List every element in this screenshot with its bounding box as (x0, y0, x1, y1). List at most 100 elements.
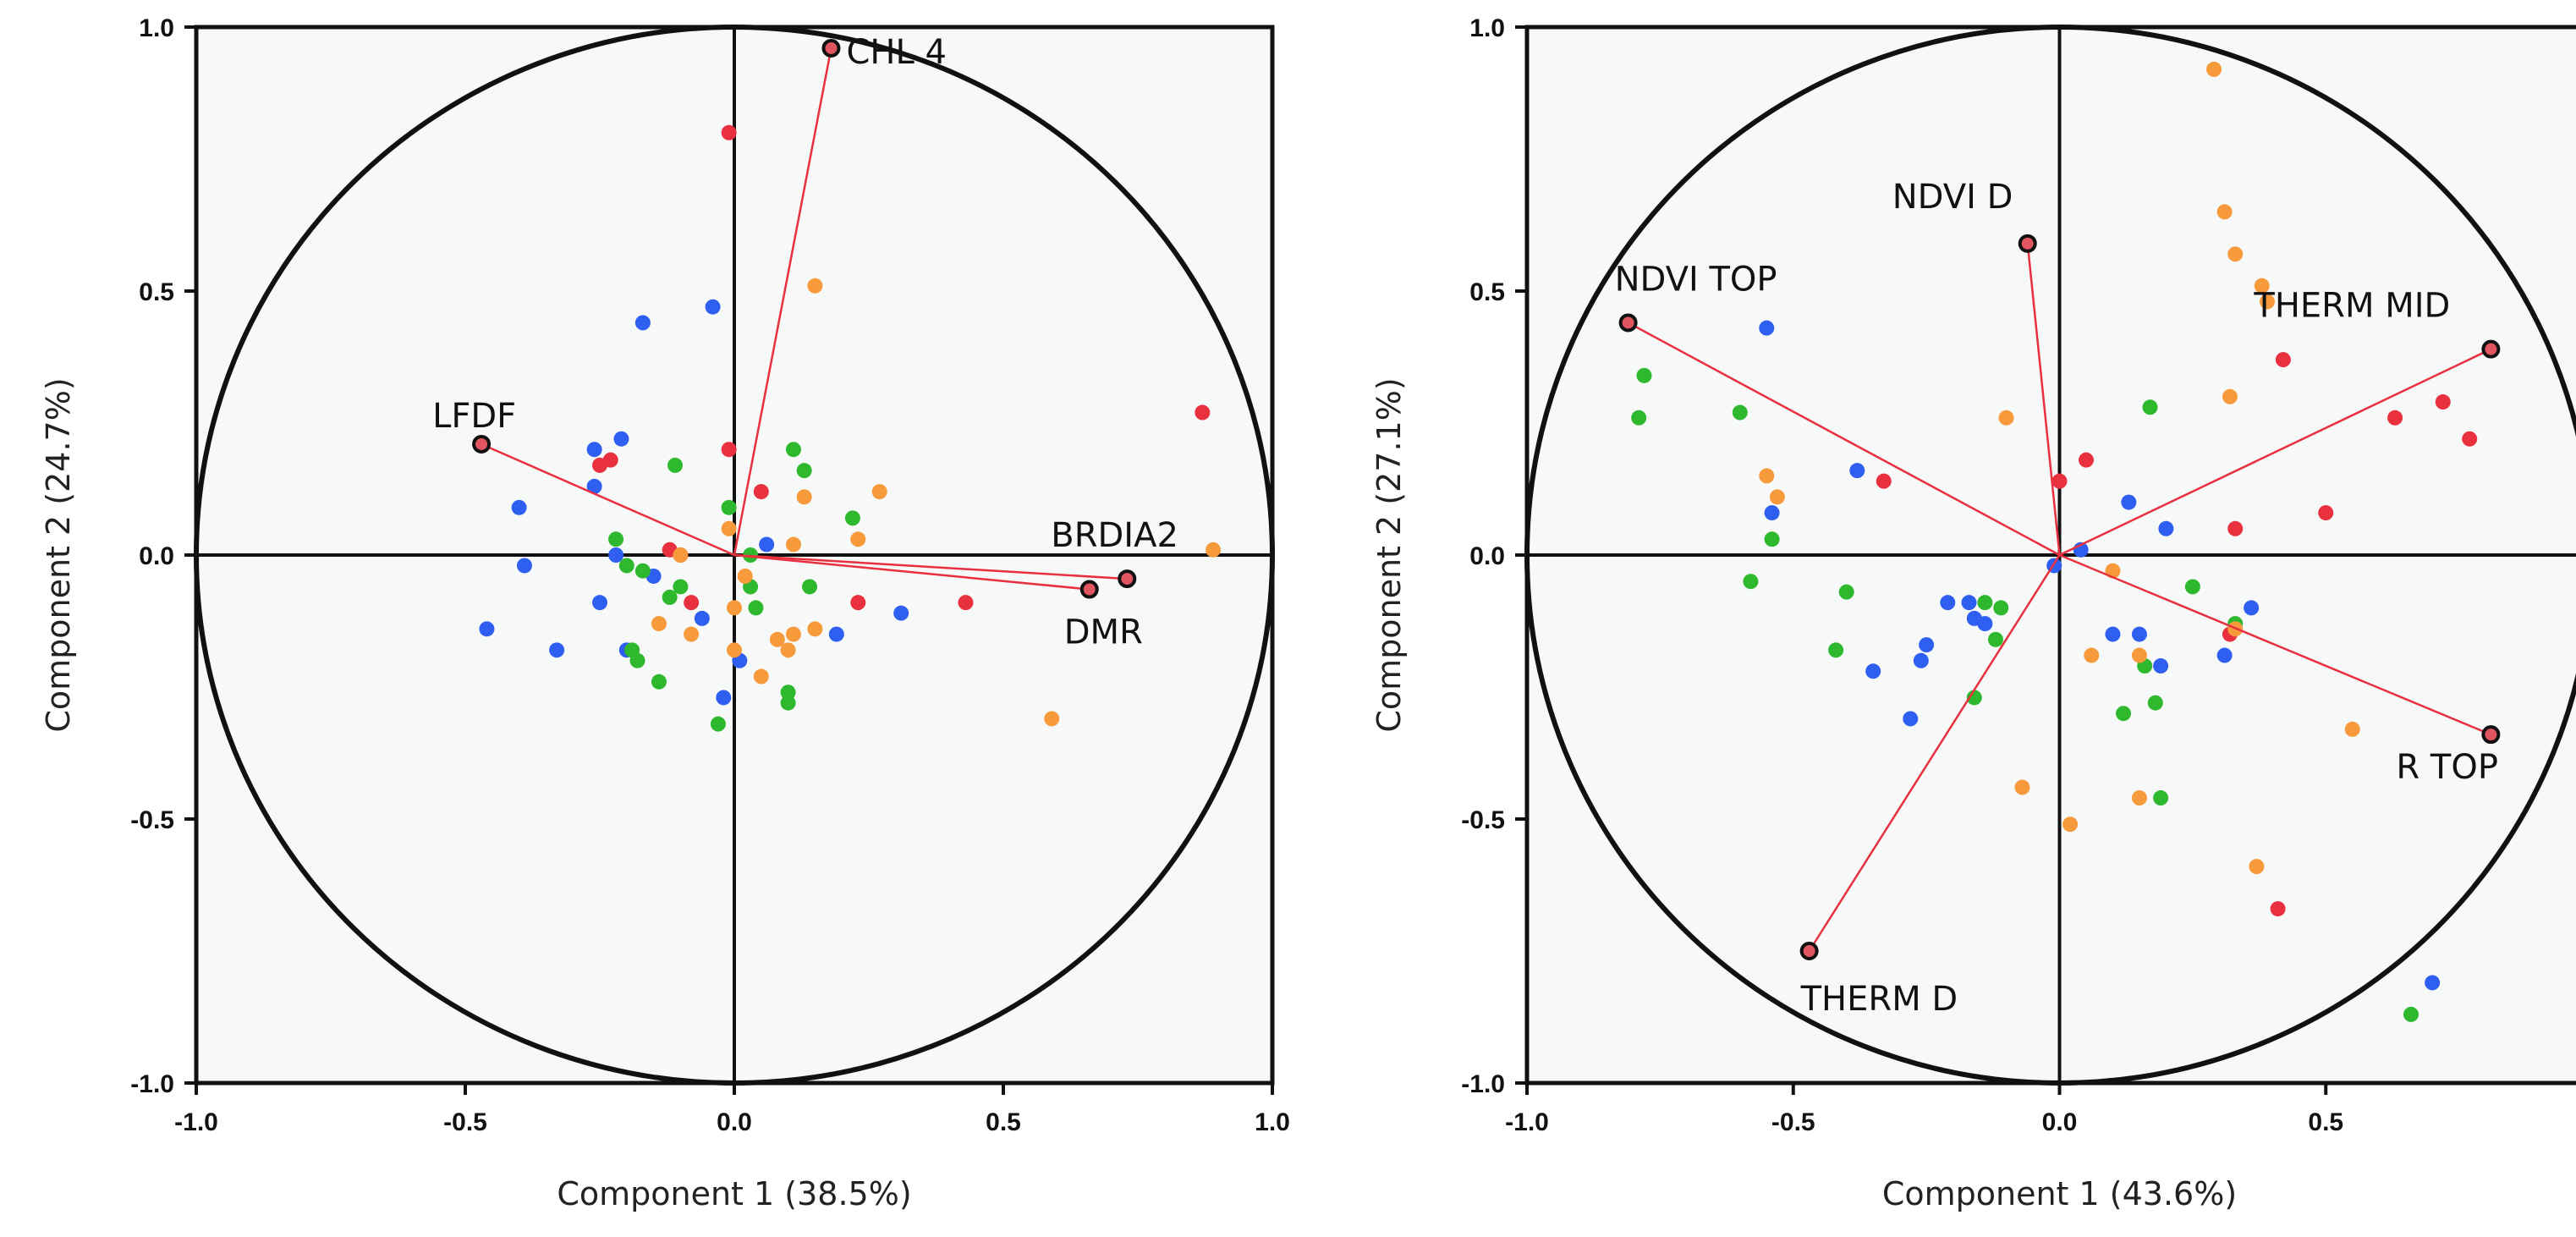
data-point (716, 690, 732, 706)
data-point (1206, 542, 1222, 558)
data-point (694, 610, 710, 626)
data-point (1732, 404, 1748, 421)
loading-label: DMR (1064, 613, 1143, 652)
data-point (1828, 642, 1844, 658)
data-point (2131, 647, 2147, 663)
series-3 (651, 278, 1222, 727)
loading-vector-endpoint (2481, 339, 2501, 359)
data-point (1631, 410, 1647, 426)
data-point (2078, 452, 2094, 468)
loading-vector (733, 553, 1090, 591)
data-point (2318, 505, 2334, 521)
data-point (2131, 626, 2147, 642)
x-tick-label: 0.5 (2308, 1108, 2343, 1136)
y-tick-label: 0.0 (1469, 542, 1505, 570)
data-point (2147, 695, 2163, 711)
data-point (629, 652, 645, 668)
data-point (796, 463, 812, 479)
data-point (828, 626, 844, 642)
data-point (2184, 579, 2200, 595)
loading-vector-endpoint (2018, 234, 2037, 253)
panel-right: -1.0 -0.5 0.0 0.5 1.0 1.0 0.5 0.0 -0.5 -1.0 Compon… (1370, 14, 2576, 1212)
data-point (651, 673, 667, 690)
data-point (2153, 790, 2169, 806)
data-point (2216, 204, 2233, 220)
data-point (780, 642, 796, 658)
data-point (1966, 690, 1982, 706)
loading-vector (481, 443, 735, 557)
series-0 (1759, 320, 2441, 991)
data-point (2387, 410, 2403, 426)
loading-vector (2058, 348, 2491, 557)
data-point (2435, 394, 2451, 410)
data-point (1764, 505, 1780, 521)
y-tick-label: -0.5 (130, 806, 174, 834)
data-point (737, 568, 753, 584)
data-point (1961, 595, 1977, 611)
data-point (608, 547, 624, 563)
y-tick-label: 1.0 (139, 14, 174, 42)
data-point (727, 600, 742, 616)
data-point (1743, 574, 1759, 590)
y-tick-label: 1.0 (1469, 14, 1505, 42)
data-point (785, 626, 801, 642)
data-point (2275, 352, 2291, 368)
series-1 (1876, 352, 2478, 917)
series-3 (1759, 61, 2360, 875)
x-tick-label: -0.5 (1771, 1108, 1815, 1136)
data-point (1977, 616, 1993, 632)
data-point (721, 520, 737, 536)
data-point (780, 684, 796, 701)
data-point (2249, 859, 2265, 875)
data-point (667, 457, 684, 473)
x-tick-label: -1.0 (1505, 1108, 1549, 1136)
data-point (592, 457, 607, 473)
loading-label: THERM D (1800, 980, 1958, 1019)
loading-vector (1808, 554, 2061, 952)
data-point (850, 595, 866, 611)
loading-vector-endpoint (821, 38, 841, 58)
data-point (2216, 647, 2233, 663)
data-point (2105, 626, 2121, 642)
data-point (850, 531, 866, 547)
data-point (1195, 404, 1211, 421)
y-tick-label: -1.0 (130, 1070, 174, 1098)
data-point (844, 510, 860, 526)
series-1 (592, 124, 1211, 611)
data-point (613, 431, 629, 447)
data-point (1940, 595, 1956, 611)
data-point (662, 589, 678, 605)
x-axis-title: Component 1 (43.6%) (1882, 1175, 2237, 1212)
data-point (479, 621, 495, 637)
data-point (1759, 468, 1775, 484)
x-axis-title: Component 1 (38.5%) (557, 1175, 911, 1212)
data-point (651, 616, 667, 632)
data-point (2116, 706, 2132, 722)
data-point (2222, 388, 2238, 404)
data-point (1764, 531, 1780, 547)
data-point (684, 626, 700, 642)
data-point (2244, 600, 2260, 616)
loading-label: THERM MID (2253, 287, 2450, 326)
data-point (2131, 790, 2147, 806)
data-point (780, 695, 796, 711)
data-point (2227, 246, 2244, 262)
data-point (2014, 779, 2030, 795)
loading-vector-endpoint (1079, 580, 1099, 599)
data-point (759, 536, 775, 553)
y-axis-title: Component 2 (24.7%) (40, 377, 77, 732)
loading-vector (733, 47, 832, 556)
panel-left: -1.0 -0.5 0.0 0.5 1.0 1.0 0.5 0.0 -0.5 -1.0 Compon… (40, 14, 1290, 1212)
data-point (1636, 367, 1652, 383)
x-tick-label: 0.0 (717, 1108, 752, 1136)
data-point (2462, 431, 2478, 447)
data-point (1998, 410, 2014, 426)
data-point (2254, 278, 2270, 294)
loading-vector-endpoint (1118, 569, 1137, 589)
data-point (2153, 658, 2169, 674)
data-point (2344, 721, 2360, 737)
y-tick-label: -1.0 (1461, 1070, 1505, 1098)
data-point (785, 536, 801, 553)
series-2 (608, 442, 860, 732)
x-tick-label: 1.0 (2574, 1108, 2576, 1136)
